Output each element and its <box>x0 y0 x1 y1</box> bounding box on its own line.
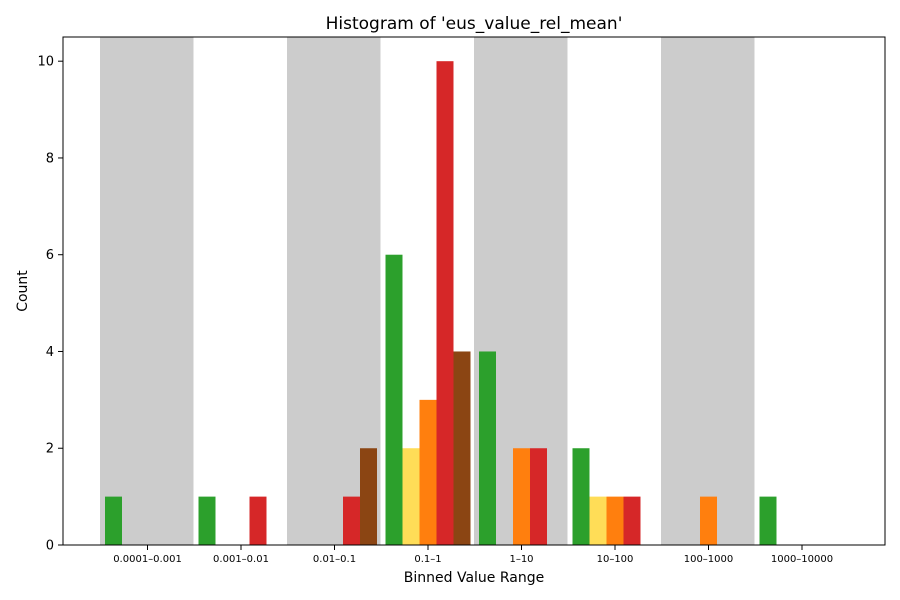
bar <box>343 496 360 545</box>
bar <box>623 496 641 545</box>
bar <box>700 496 717 545</box>
bar <box>198 496 216 545</box>
x-tick-label: 10–100 <box>597 554 634 565</box>
bar <box>513 448 530 545</box>
x-tick-label: 0.001–0.01 <box>213 554 269 565</box>
bin-shade <box>661 37 755 545</box>
bar <box>402 448 420 545</box>
y-axis-ticks: 0 2 4 6 8 10 <box>37 55 63 554</box>
bar <box>385 254 403 545</box>
bar <box>572 448 590 545</box>
bar <box>436 61 454 545</box>
y-tick-label: 4 <box>46 345 54 360</box>
x-tick-label: 0.01–0.1 <box>313 554 356 565</box>
bin-shading-layer <box>100 37 755 545</box>
chart-title: Histogram of 'eus_value_rel_mean' <box>326 14 623 34</box>
x-axis-ticks: 0.0001–0.001 0.001–0.01 0.01–0.1 0.1–1 1–10 1… <box>113 545 833 565</box>
y-tick-label: 8 <box>46 151 54 166</box>
x-tick-label: 0.1–1 <box>414 554 441 565</box>
x-tick-label: 1000–10000 <box>771 554 833 565</box>
x-tick-label: 0.0001–0.001 <box>113 554 182 565</box>
y-tick-label: 0 <box>46 539 54 554</box>
bar <box>249 496 267 545</box>
bar <box>419 399 437 545</box>
x-axis-label: Binned Value Range <box>404 570 544 586</box>
y-tick-label: 10 <box>37 55 54 70</box>
bar <box>759 496 777 545</box>
bar <box>530 448 547 545</box>
bar <box>479 351 496 545</box>
y-axis-label: Count <box>15 270 31 312</box>
bars-layer <box>105 61 777 545</box>
bar <box>589 496 607 545</box>
x-tick-label: 100–1000 <box>684 554 734 565</box>
bar <box>360 448 377 545</box>
bar <box>105 496 122 545</box>
y-tick-label: 2 <box>46 442 54 457</box>
plot-frame <box>62 36 886 546</box>
y-tick-label: 6 <box>46 248 54 263</box>
bin-shade <box>100 37 194 545</box>
x-tick-label: 1–10 <box>509 554 533 565</box>
bar <box>453 351 471 545</box>
bar <box>606 496 624 545</box>
